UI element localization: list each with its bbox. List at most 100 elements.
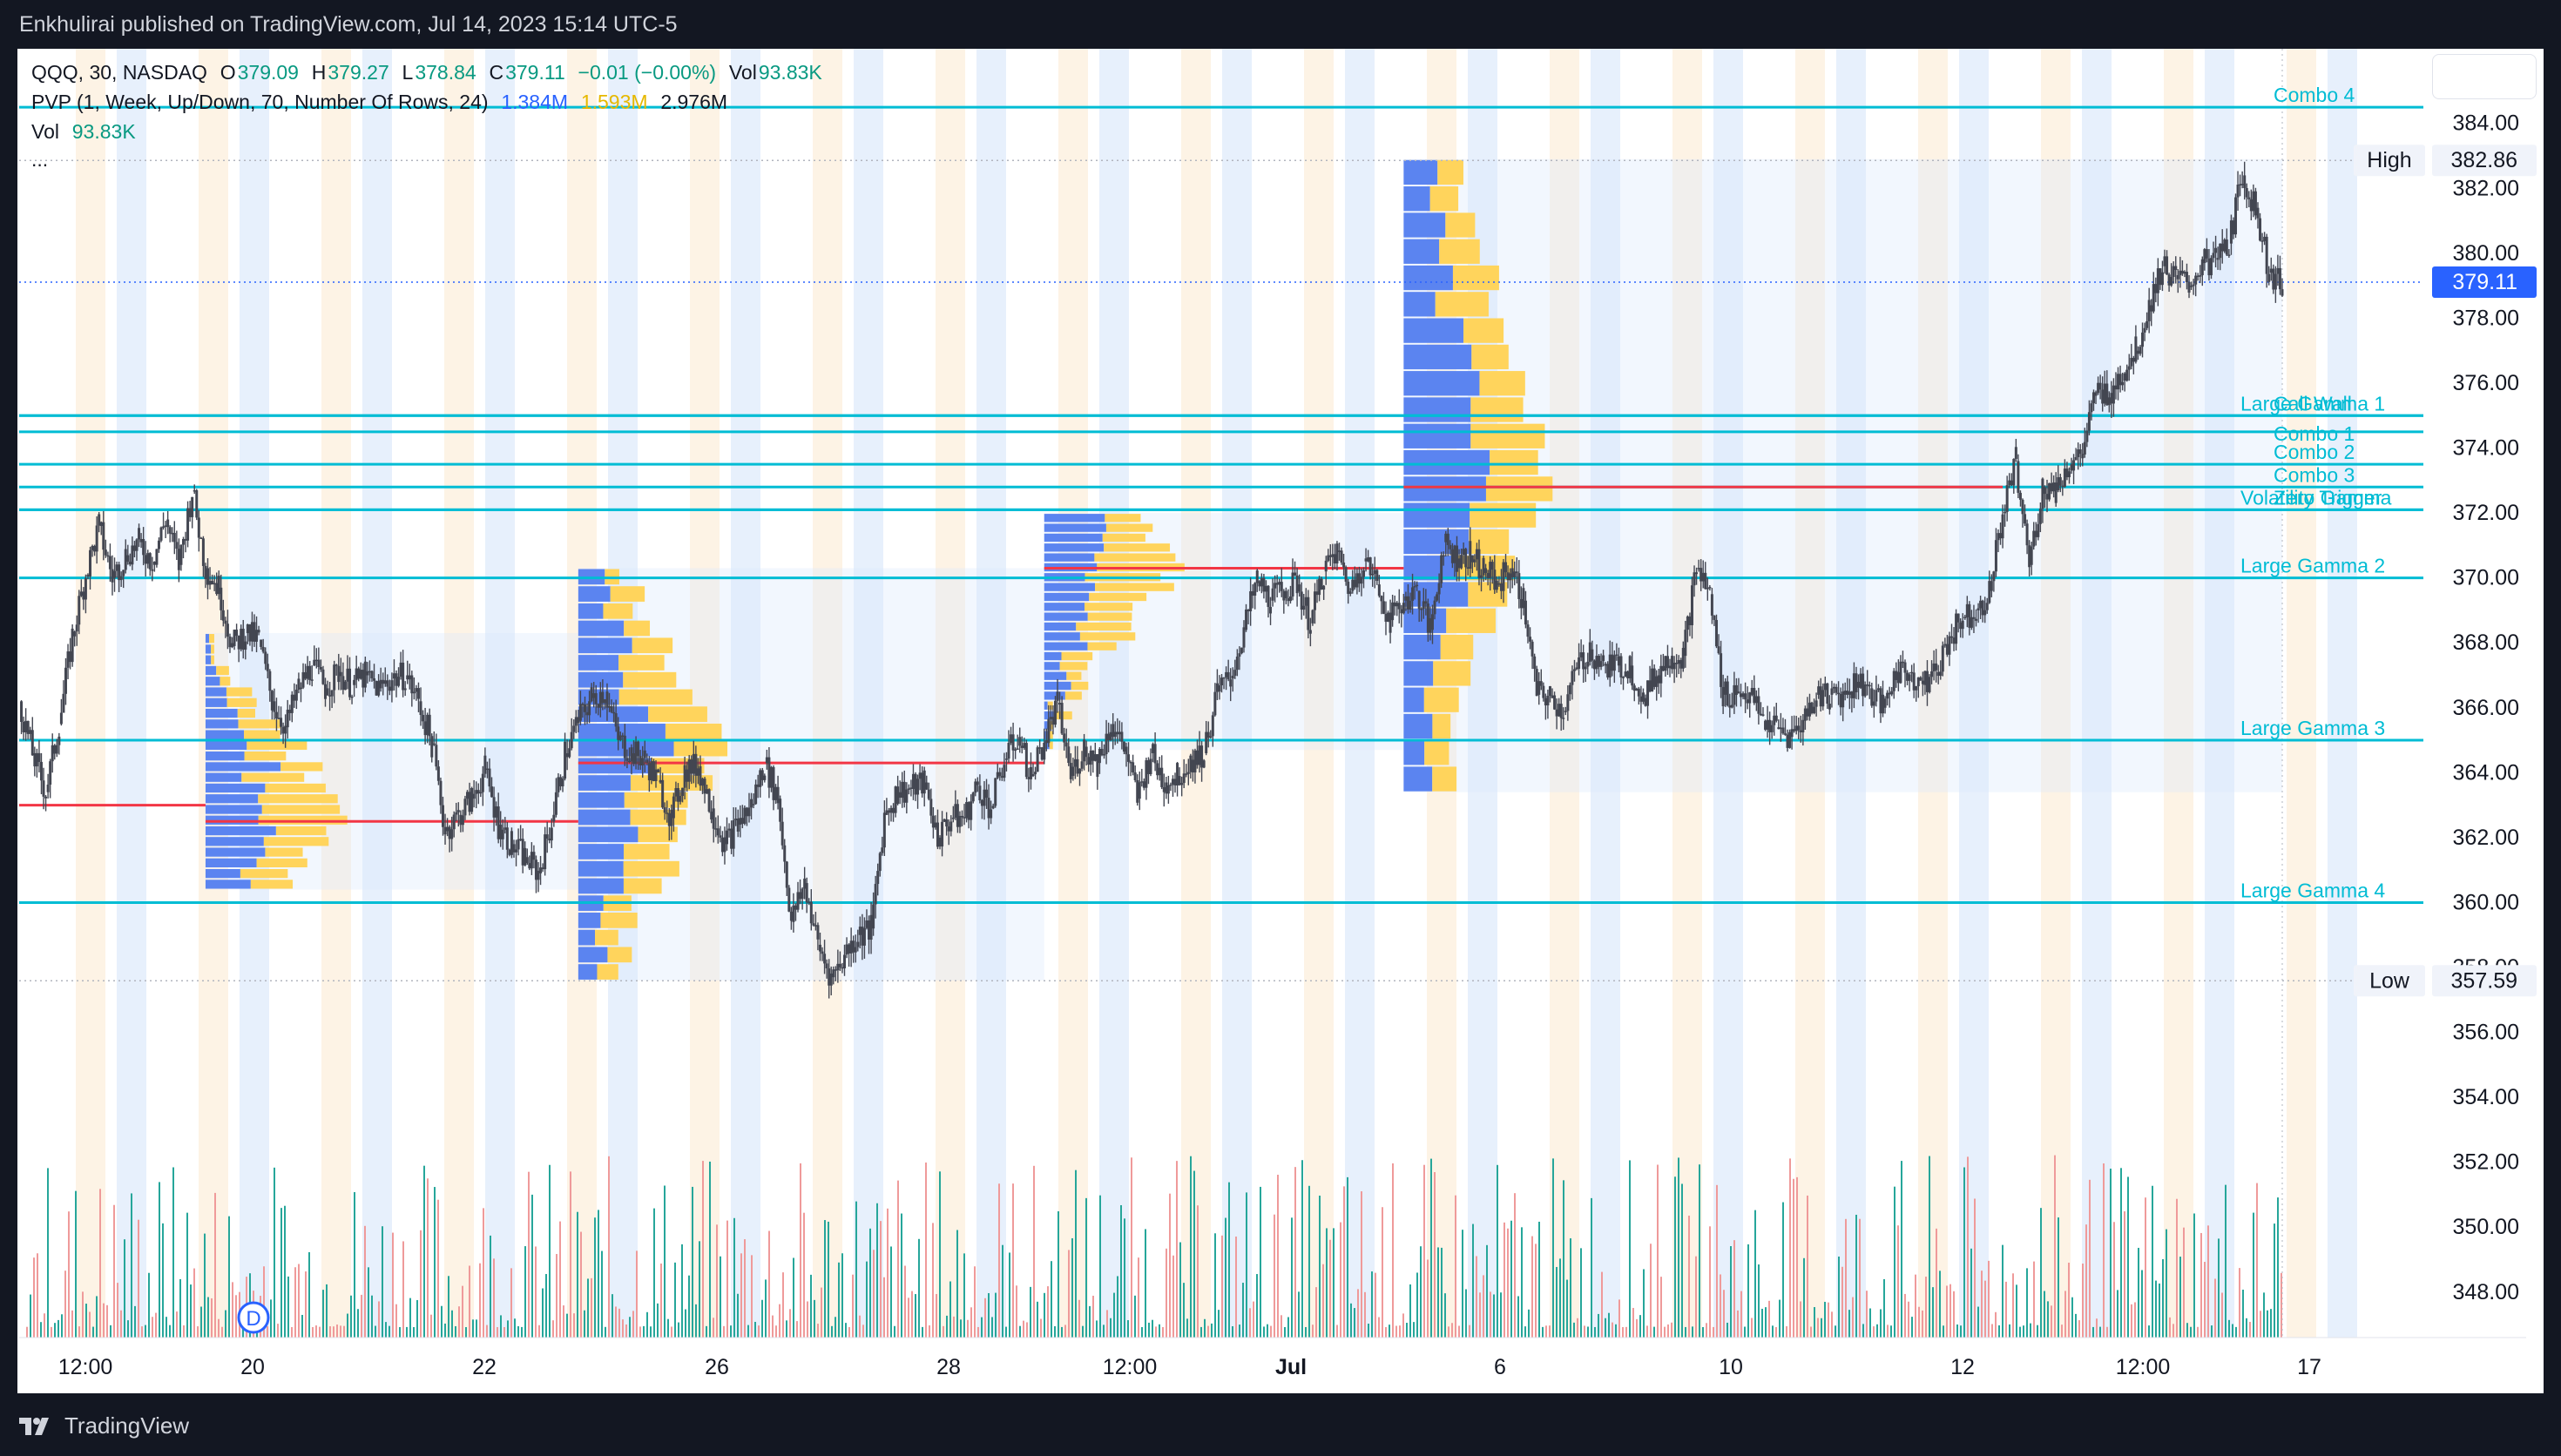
profile-bar-up [578, 775, 631, 791]
session-stripe [1099, 49, 1129, 1338]
volume-bar [2270, 1309, 2272, 1338]
volume-bar [1660, 1277, 1662, 1338]
candle-body [1693, 572, 1696, 586]
candle-body [1377, 584, 1381, 597]
candle-body [597, 704, 600, 708]
volume-bar [451, 1310, 453, 1338]
candle-body [403, 688, 407, 691]
candle-body [428, 714, 431, 737]
candle-body [241, 629, 245, 650]
candle-body [683, 765, 686, 788]
volume-bar [695, 1304, 697, 1338]
candle-body [39, 761, 43, 781]
candle-body [1437, 583, 1441, 595]
candle-body [845, 944, 848, 955]
volume-bar [1618, 1299, 1620, 1338]
candle-body [652, 761, 655, 781]
volume-bar [1179, 1242, 1181, 1338]
candle-body [1721, 686, 1725, 707]
volume-bar [2197, 1326, 2199, 1338]
time-tick-label: 20 [240, 1355, 265, 1379]
legend-row-vol[interactable]: Vol 93.83K [31, 120, 138, 144]
candle-body [1156, 763, 1159, 776]
legend-more[interactable]: ... [31, 148, 49, 171]
candle-body [488, 768, 491, 787]
candle-body [998, 772, 1002, 777]
volume-bar [936, 1293, 937, 1338]
volume-bar [1566, 1279, 1568, 1338]
profile-bar-down [1433, 661, 1471, 686]
volume-bar [1368, 1323, 1369, 1338]
volume-bar [653, 1208, 655, 1338]
candle-body [1440, 555, 1443, 583]
volume-bar [1838, 1256, 1840, 1338]
volume-bar [556, 1254, 557, 1338]
candle-body [261, 646, 265, 652]
candle-body [2063, 468, 2066, 488]
candle-body [524, 847, 527, 866]
candle-body [720, 837, 724, 853]
candle-body [1744, 693, 1747, 700]
tradingview-label: TradingView [64, 1412, 190, 1439]
legend-row-symbol[interactable]: QQQ, 30, NASDAQ O379.09 H379.27 L378.84 … [31, 61, 824, 84]
profile-bar-down [1446, 608, 1496, 633]
volume-bar [141, 1326, 143, 1338]
volume-bar [469, 1265, 470, 1338]
candle-body [224, 620, 227, 624]
profile-bar-down [1048, 731, 1053, 739]
candle-body [1539, 681, 1543, 686]
volume-bar [1988, 1260, 1990, 1338]
profile-bar-up [205, 698, 227, 707]
candle-body [2207, 258, 2211, 276]
volume-bar [2117, 1290, 2118, 1338]
volume-bar [1591, 1197, 1592, 1338]
volume-bar [887, 1208, 889, 1338]
candle-body [1464, 549, 1468, 568]
volume-bar [1681, 1183, 1683, 1338]
volume-bar [1350, 1303, 1352, 1338]
legend-pvp-name[interactable]: PVP (1, Week, Up/Down, 70, Number Of Row… [31, 91, 489, 113]
volume-bar [423, 1165, 425, 1338]
chart-settings-button[interactable] [2432, 54, 2537, 99]
profile-bar-up [205, 677, 220, 686]
candle-body [1145, 760, 1148, 788]
candle-body [1788, 731, 1792, 748]
candle-body [785, 861, 788, 888]
candle-body [754, 784, 758, 805]
profile-bar-up [205, 665, 217, 676]
candle-body [217, 576, 220, 595]
volume-bar [1685, 1326, 1686, 1338]
profile-bar-down [263, 837, 329, 846]
candle-body [1671, 656, 1674, 670]
profile-bar-down [211, 655, 214, 664]
dividend-icon[interactable] [237, 1301, 270, 1334]
candle-body [515, 849, 518, 853]
candle-body [544, 834, 547, 870]
profile-bar-down [280, 762, 323, 772]
profile-bar-down [1105, 514, 1141, 522]
candle-body [415, 688, 418, 692]
volume-bar [908, 1298, 909, 1338]
volume-bar [1758, 1264, 1760, 1338]
candle-body [829, 973, 833, 986]
price-tick-label: 366.00 [2453, 696, 2519, 720]
profile-bar-down [1440, 634, 1474, 660]
candle-body [175, 542, 179, 549]
candle-body [869, 914, 873, 940]
volume-bar [85, 1304, 87, 1338]
candle-body [2141, 332, 2145, 347]
legend-symbol[interactable]: QQQ, 30, NASDAQ [31, 61, 207, 84]
volume-bar [1458, 1325, 1460, 1338]
candle-body [412, 691, 416, 694]
volume-bar [2256, 1183, 2258, 1338]
legend-row-pvp[interactable]: PVP (1, Week, Up/Down, 70, Number Of Row… [31, 91, 729, 114]
tradingview-brand[interactable]: TradingView [19, 1412, 189, 1439]
candle-body [1426, 603, 1429, 633]
candle-body [2223, 239, 2227, 252]
candle-body [390, 680, 394, 691]
candle-body [1526, 624, 1530, 637]
profile-bar-down [1485, 476, 1553, 502]
candle-body [657, 769, 660, 773]
candle-body [641, 758, 645, 765]
